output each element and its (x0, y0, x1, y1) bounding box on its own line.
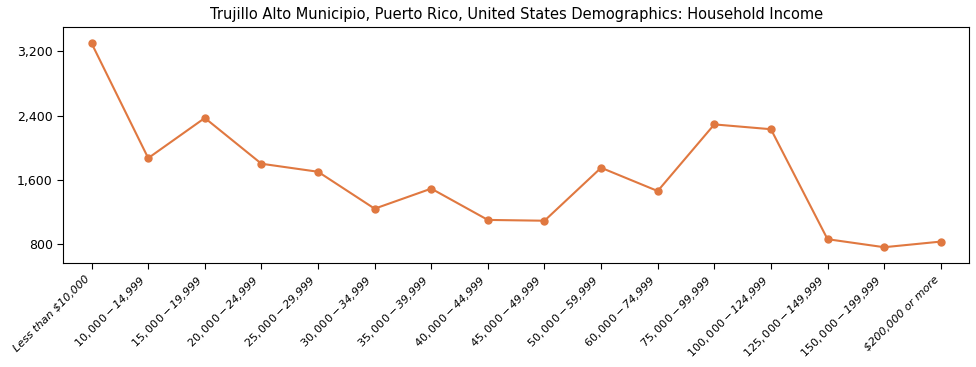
Title: Trujillo Alto Municipio, Puerto Rico, United States Demographics: Household Inco: Trujillo Alto Municipio, Puerto Rico, Un… (210, 7, 823, 22)
